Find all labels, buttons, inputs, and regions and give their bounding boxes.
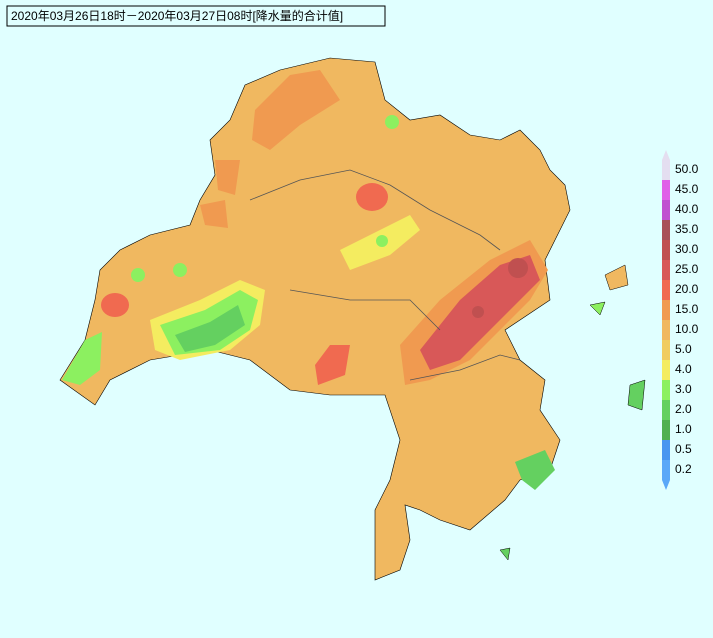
boundary: [249, 169, 501, 251]
legend-label: 50.0: [675, 162, 699, 176]
legend-label: 25.0: [675, 262, 699, 276]
zone: [173, 263, 187, 277]
title-box: [6, 5, 386, 27]
boundary: [289, 289, 441, 331]
zone: [215, 160, 240, 195]
legend-arrow-bottom: [662, 480, 670, 490]
zone: [472, 306, 484, 318]
land: [59, 57, 571, 581]
land-base: [59, 57, 571, 581]
legend-label: 20.0: [675, 282, 699, 296]
legend-label: 30.0: [675, 242, 699, 256]
legend-swatch: [662, 440, 670, 460]
island: [627, 379, 646, 411]
island: [589, 301, 606, 316]
legend-swatch: [662, 280, 670, 300]
legend-swatch: [662, 240, 670, 260]
legend-label: 1.0: [675, 422, 692, 436]
legend-swatch: [662, 260, 670, 280]
zone: [356, 183, 388, 211]
boundary: [409, 354, 521, 381]
legend: 50.0 45.0 40.0 35.0 30.0 25.0 20.0 15.0 10.0 5.0 4…: [662, 150, 699, 490]
legend-swatch: [662, 360, 670, 380]
legend-label: 40.0: [675, 202, 699, 216]
legend-swatch: [662, 400, 670, 420]
zone: [200, 200, 228, 228]
legend-swatch: [662, 300, 670, 320]
zone: [315, 345, 350, 385]
zone: [62, 332, 102, 385]
zone: [175, 305, 245, 352]
legend-swatch: [662, 320, 670, 340]
legend-swatch: [662, 340, 670, 360]
rain-zones: [62, 70, 555, 490]
island: [499, 547, 511, 561]
boundaries: [249, 169, 521, 381]
zone: [252, 70, 340, 150]
zone: [385, 115, 399, 129]
legend-label: 5.0: [675, 342, 692, 356]
legend-swatch: [662, 460, 670, 480]
legend-arrow-top: [662, 150, 670, 160]
legend-swatch: [662, 220, 670, 240]
legend-swatch: [662, 420, 670, 440]
legend-label: 2.0: [675, 402, 692, 416]
zone: [515, 450, 555, 490]
legend-swatch: [662, 180, 670, 200]
legend-label: 15.0: [675, 302, 699, 316]
legend-label: 0.2: [675, 462, 692, 476]
map-title: 2020年03月26日18时－2020年03月27日08时[降水量的合计值]: [11, 8, 343, 23]
legend-label: 4.0: [675, 362, 692, 376]
islands: [499, 264, 646, 561]
legend-label: 10.0: [675, 322, 699, 336]
legend-label: 35.0: [675, 222, 699, 236]
zone: [376, 235, 388, 247]
legend-label: 3.0: [675, 382, 692, 396]
zone: [131, 268, 145, 282]
legend-label: 0.5: [675, 442, 692, 456]
legend-swatch: [662, 200, 670, 220]
zone: [508, 258, 528, 278]
island: [604, 264, 629, 291]
legend-label: 45.0: [675, 182, 699, 196]
zone: [101, 293, 129, 317]
legend-swatch: [662, 160, 670, 180]
legend-swatch: [662, 380, 670, 400]
